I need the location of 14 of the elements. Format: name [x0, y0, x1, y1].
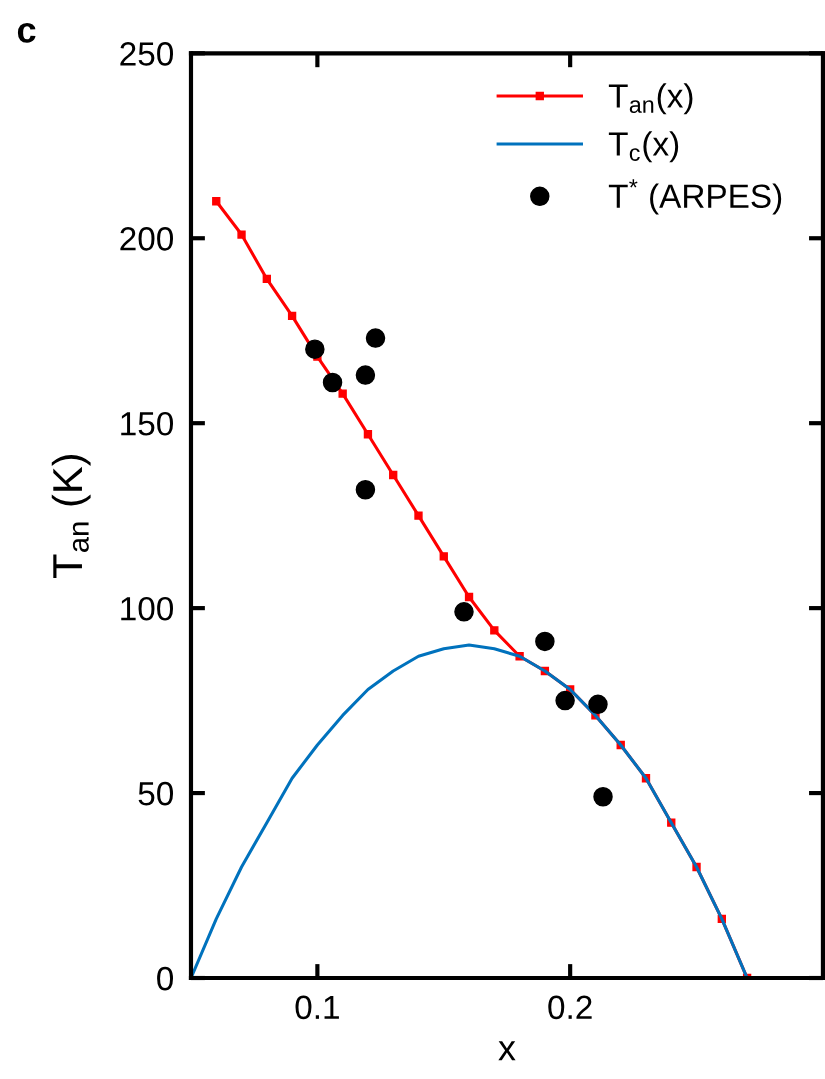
- legend-label: T$_{c}$(x): [608, 131, 679, 163]
- y-tick-label: 50: [138, 781, 174, 806]
- legend-label: T$_{an}$(x): [608, 83, 693, 115]
- y-axis-title: T$_{an}$ (K): [51, 455, 91, 579]
- y-tick-label: 0: [157, 966, 174, 991]
- y-tick-label: 150: [121, 411, 174, 436]
- x-axis-title: x: [498, 1041, 516, 1061]
- y-tick-label: 250: [120, 42, 174, 66]
- legend-label: T$^{*}$ (ARPES): [608, 179, 782, 215]
- x-tick-label: 0.1: [295, 995, 339, 1020]
- text: c: [17, 22, 36, 43]
- y-tick-label: 100: [121, 596, 174, 621]
- y-tick-label: 200: [120, 227, 174, 251]
- x-tick-label: 0.2: [548, 995, 592, 1020]
